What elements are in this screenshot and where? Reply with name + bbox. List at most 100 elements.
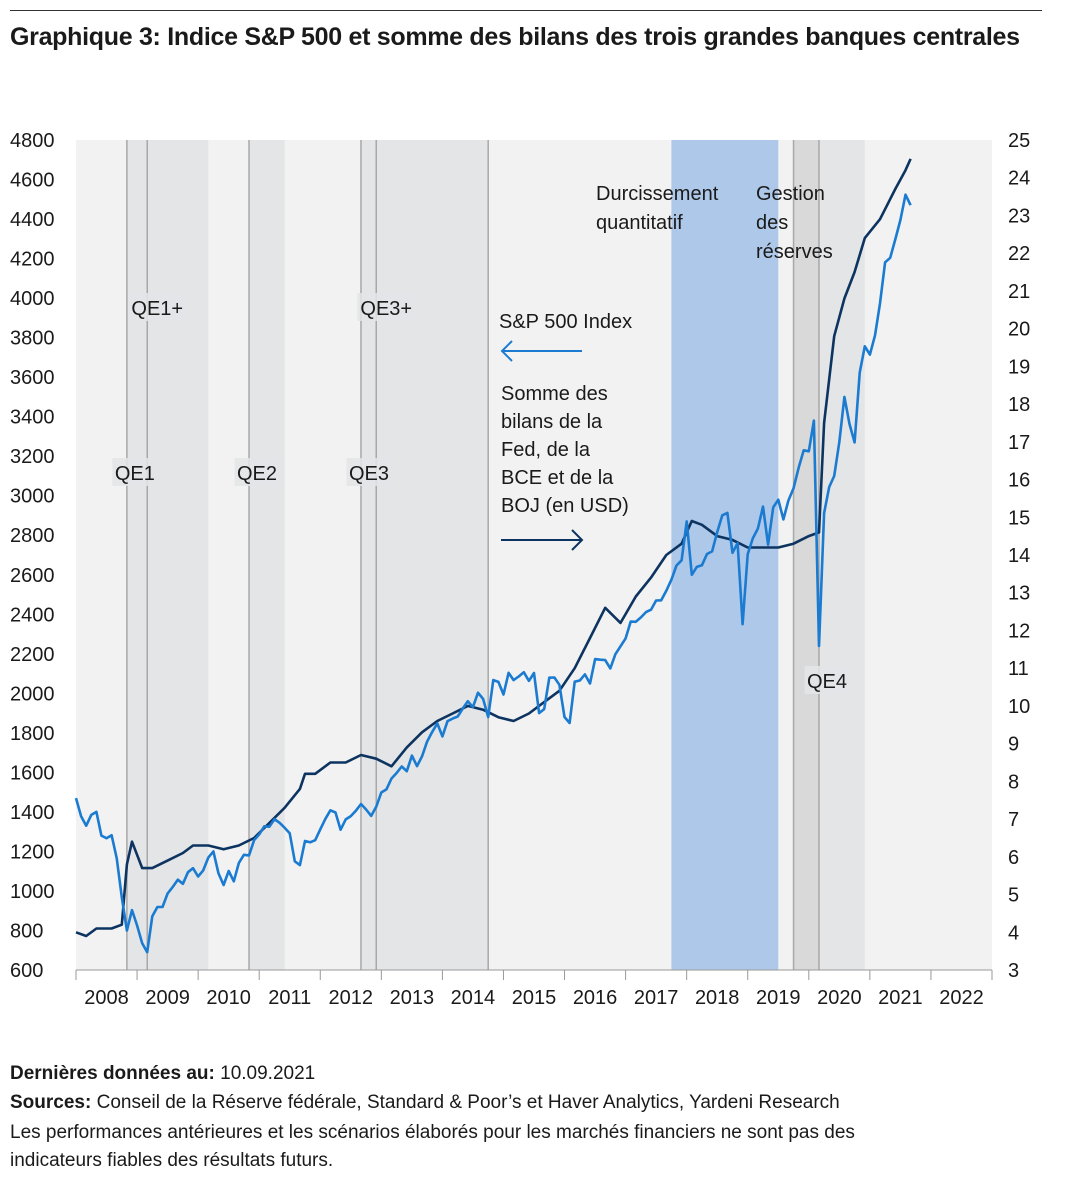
disclaimer-line-1: Les performances antérieures et les scén… <box>10 1122 855 1143</box>
right-y-tick-label: 5 <box>1008 885 1019 907</box>
last-data-note: Dernières données au: 10.09.2021 <box>10 1059 1070 1088</box>
right-arrow-icon <box>501 529 584 551</box>
reserve-label-3: réserves <box>756 241 833 263</box>
balance-legend-3: Fed, de la <box>501 439 591 461</box>
period-label-bg <box>234 458 280 486</box>
sources-value: Conseil de la Réserve fédérale, Standard… <box>91 1092 840 1113</box>
reserve-label-2: des <box>756 212 788 234</box>
left-y-tick-label: 3000 <box>10 486 55 508</box>
x-tick-label: 2022 <box>939 987 984 1009</box>
right-y-tick-label: 4 <box>1008 922 1019 944</box>
reserve-band <box>793 140 819 970</box>
left-arrow-icon <box>500 340 582 362</box>
left-y-tick-label: 4000 <box>10 288 55 310</box>
right-y-tick-label: 10 <box>1008 696 1030 718</box>
right-y-tick-label: 8 <box>1008 771 1019 793</box>
left-y-tick-label: 600 <box>10 960 43 982</box>
right-y-tick-label: 22 <box>1008 243 1030 265</box>
period-label: QE1+ <box>131 298 183 320</box>
x-tick-label: 2009 <box>145 987 190 1009</box>
qe2-band <box>249 140 285 970</box>
sources-label: Sources: <box>10 1092 92 1113</box>
x-tick-label: 2013 <box>390 987 435 1009</box>
x-tick-label: 2018 <box>695 987 740 1009</box>
period-label: QE3+ <box>360 298 412 320</box>
period-label-bg <box>112 458 158 486</box>
right-y-tick-label: 11 <box>1008 658 1029 680</box>
right-y-tick-label: 13 <box>1008 583 1030 605</box>
left-y-tick-label: 800 <box>10 920 43 942</box>
qt-label-1: Durcissement <box>596 183 719 205</box>
right-y-tick-label: 20 <box>1008 319 1030 341</box>
balance-legend-4: BCE et de la <box>501 467 614 489</box>
right-y-tick-label: 9 <box>1008 734 1019 756</box>
top-rule <box>10 10 1042 11</box>
sources-note: Sources: Conseil de la Réserve fédérale,… <box>10 1088 1070 1117</box>
left-y-tick-label: 3600 <box>10 367 55 389</box>
left-y-tick-label: 1800 <box>10 723 55 745</box>
sp500-line <box>74 193 912 954</box>
right-y-tick-label: 19 <box>1008 356 1030 378</box>
x-tick-label: 2016 <box>573 987 618 1009</box>
balance-legend-1: Somme des <box>501 383 608 405</box>
left-y-tick-label: 1200 <box>10 841 55 863</box>
left-y-tick-label: 2400 <box>10 604 55 626</box>
left-y-tick-label: 2200 <box>10 644 55 666</box>
x-tick-label: 2014 <box>451 987 496 1009</box>
x-tick-label: 2021 <box>878 987 923 1009</box>
period-label-bg <box>804 666 850 694</box>
x-tick-label: 2011 <box>268 987 311 1009</box>
left-y-tick-label: 4600 <box>10 170 55 192</box>
right-y-tick-label: 6 <box>1008 847 1019 869</box>
left-y-tick-label: 2600 <box>10 565 55 587</box>
period-label-bg <box>128 293 187 321</box>
last-data-label: Dernières données au: <box>10 1063 215 1084</box>
x-tick-label: 2015 <box>512 987 557 1009</box>
disclaimer-line-2: indicateurs fiables des résultats futurs… <box>10 1150 334 1171</box>
sp500-legend-label: S&P 500 Index <box>499 311 632 333</box>
last-data-value: 10.09.2021 <box>214 1063 316 1084</box>
chart-title: Graphique 3: Indice S&P 500 et somme des… <box>10 23 1020 51</box>
period-label: QE2 <box>237 463 277 485</box>
right-y-tick-label: 7 <box>1008 809 1019 831</box>
qe3-band <box>360 140 489 970</box>
left-y-tick-label: 4200 <box>10 249 55 271</box>
balance-legend-5: BOJ (en USD) <box>501 495 629 517</box>
left-y-tick-label: 4400 <box>10 209 55 231</box>
balance-sheet-line <box>75 158 912 938</box>
right-y-tick-label: 21 <box>1008 281 1030 303</box>
balance-legend-2: bilans de la <box>501 411 603 433</box>
right-y-tick-label: 14 <box>1008 545 1030 567</box>
period-label: QE4 <box>807 671 847 693</box>
period-label-bg <box>346 458 392 486</box>
right-y-tick-label: 24 <box>1008 168 1030 190</box>
left-y-tick-label: 1400 <box>10 802 55 824</box>
left-y-tick-label: 1600 <box>10 762 55 784</box>
right-y-tick-label: 12 <box>1008 620 1030 642</box>
period-label: QE3 <box>349 463 389 485</box>
left-y-tick-label: 1000 <box>10 881 55 903</box>
right-y-tick-label: 3 <box>1008 960 1019 982</box>
qt-band <box>671 140 779 970</box>
left-y-tick-label: 2800 <box>10 525 55 547</box>
left-y-tick-label: 3200 <box>10 446 55 468</box>
x-tick-label: 2010 <box>206 987 251 1009</box>
left-y-tick-label: 3400 <box>10 407 55 429</box>
right-y-tick-label: 15 <box>1008 507 1030 529</box>
period-label-bg <box>357 293 416 321</box>
left-y-tick-label: 2000 <box>10 683 55 705</box>
right-y-tick-label: 18 <box>1008 394 1030 416</box>
right-y-tick-label: 23 <box>1008 205 1030 227</box>
reserve-label-1: Gestion <box>756 183 825 205</box>
period-label: QE1 <box>115 463 155 485</box>
x-tick-label: 2017 <box>634 987 679 1009</box>
x-tick-label: 2020 <box>817 987 862 1009</box>
qe4-band <box>818 140 865 970</box>
qe1-band <box>126 140 209 970</box>
x-tick-label: 2019 <box>756 987 801 1009</box>
qt-label-2: quantitatif <box>596 212 683 234</box>
x-tick-label: 2012 <box>329 987 374 1009</box>
right-y-tick-label: 25 <box>1008 130 1030 152</box>
left-y-tick-label: 3800 <box>10 328 55 350</box>
